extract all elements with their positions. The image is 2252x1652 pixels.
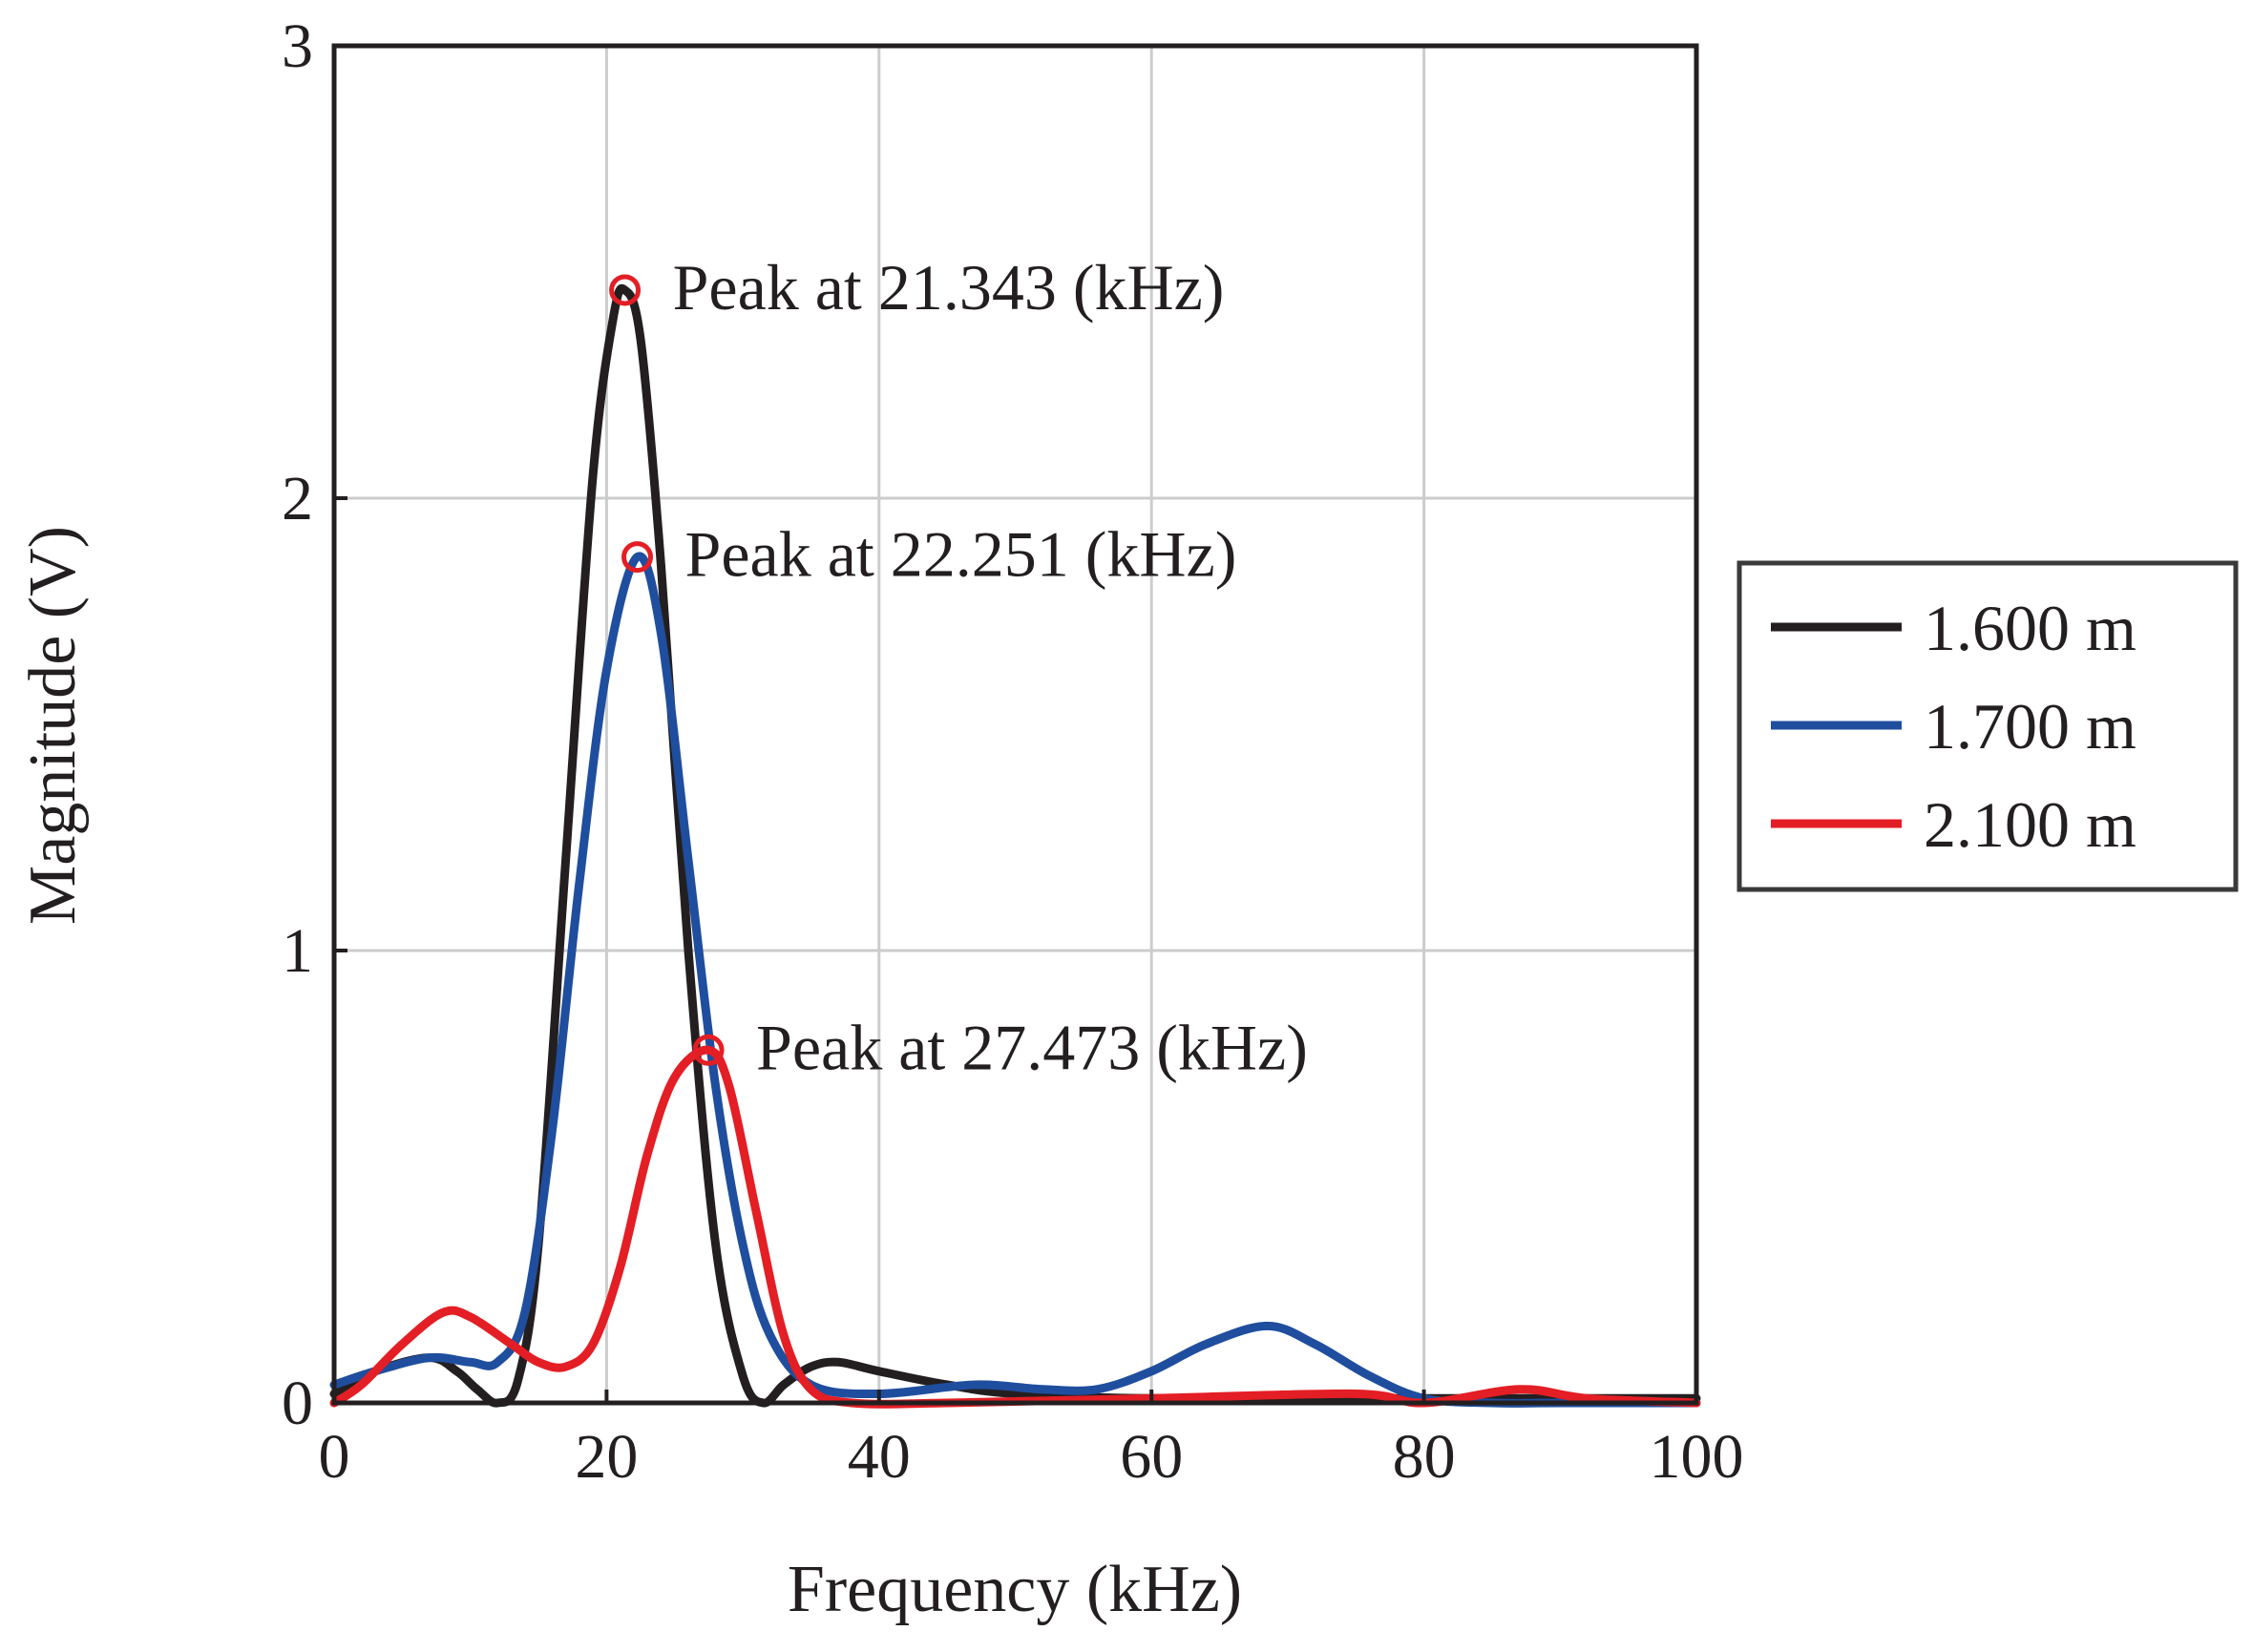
plot-axes: [331, 43, 1699, 1406]
legend: 1.600 m 1.700 m 2.100 m: [1736, 560, 2239, 892]
x-tick-label-5: 100: [1650, 1422, 1744, 1492]
y-tick-label-1: 1: [282, 916, 313, 986]
x-tick-label-2: 40: [848, 1422, 911, 1492]
legend-label-0: 1.600 m: [1924, 592, 2136, 664]
tick-labels: 0 20 40 60 80 100 0 1 2 3: [282, 11, 1744, 1492]
peak-annotation-0: Peak at 21.343 (kHz): [673, 251, 1225, 324]
plot-frame: [331, 43, 1699, 1406]
series-line-1-700-m: [329, 552, 1701, 1408]
x-tick-label-3: 60: [1120, 1422, 1183, 1492]
series-line-2-100-m: [329, 1045, 1701, 1409]
peak-annotations: Peak at 21.343 (kHz) Peak at 22.251 (kHz)…: [673, 251, 1308, 1083]
legend-label-1: 1.700 m: [1924, 690, 2136, 763]
peak-markers: [609, 274, 725, 1066]
y-tick-label-0: 0: [282, 1369, 313, 1438]
x-tick-label-1: 20: [575, 1422, 638, 1492]
y-axis-title: Magnitude (V): [16, 526, 90, 925]
y-tick-label-3: 3: [282, 11, 313, 81]
series-lines: [329, 283, 1701, 1409]
x-axis-title: Frequency (kHz): [788, 1553, 1242, 1626]
peak-marker-1: [621, 541, 654, 574]
x-tick-label-0: 0: [319, 1422, 350, 1492]
peak-annotation-2: Peak at 27.473 (kHz): [756, 1011, 1308, 1083]
peak-marker-0: [609, 274, 642, 306]
y-tick-label-2: 2: [282, 464, 313, 533]
x-tick-label-4: 80: [1393, 1422, 1456, 1492]
legend-label-2: 2.100 m: [1924, 788, 2136, 861]
peak-marker-2: [692, 1034, 725, 1066]
peak-annotation-1: Peak at 22.251 (kHz): [685, 518, 1237, 591]
